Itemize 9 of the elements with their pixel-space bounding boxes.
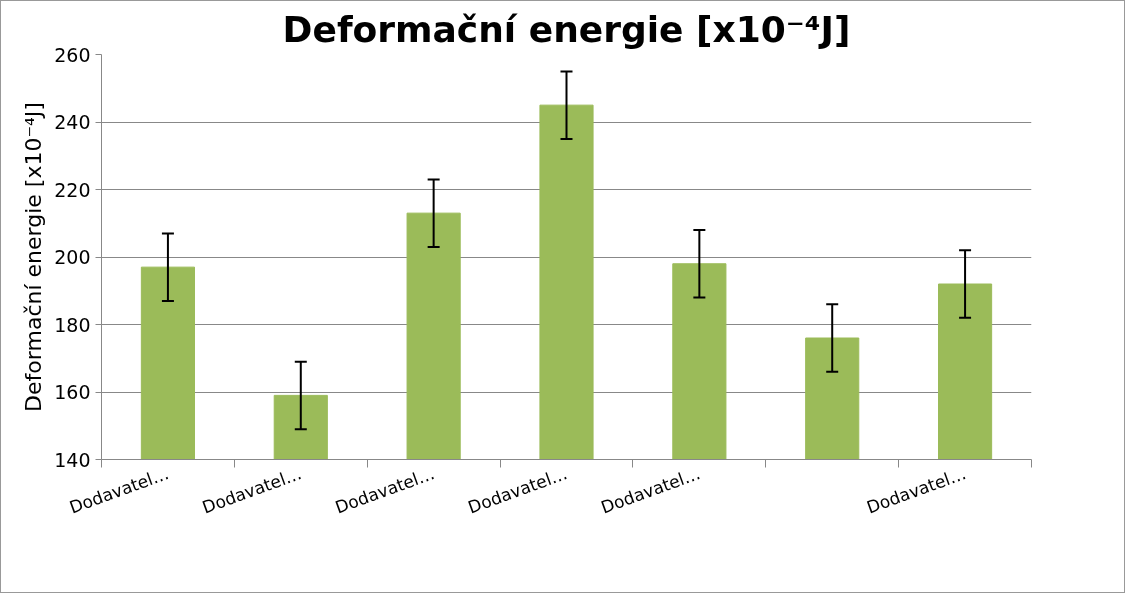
y-tick-label: 140 — [54, 448, 91, 471]
chart-title: Deformační energie [x10⁻⁴J] — [282, 8, 851, 50]
y-tick-label: 180 — [54, 313, 91, 336]
y-axis-title: Deformační energie [x10⁻⁴J] — [21, 102, 47, 412]
y-tick-label: 260 — [54, 43, 91, 66]
y-tick-label: 160 — [54, 381, 91, 403]
y-tick-label: 240 — [54, 111, 91, 133]
y-tick-label: 220 — [54, 178, 91, 201]
y-tick-label: 200 — [54, 246, 91, 268]
